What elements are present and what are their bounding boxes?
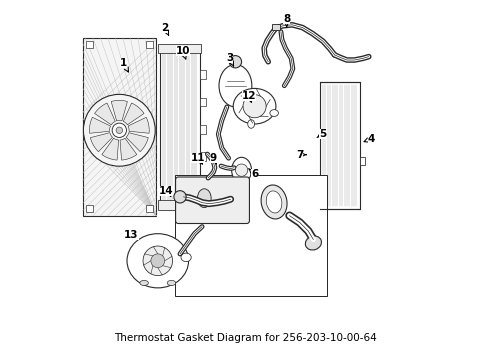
Ellipse shape [232, 157, 251, 183]
Circle shape [174, 191, 186, 203]
Ellipse shape [248, 120, 255, 128]
Text: 9: 9 [210, 153, 217, 164]
Text: 11: 11 [191, 153, 205, 164]
Circle shape [235, 164, 248, 176]
Bar [86, 205, 93, 212]
Circle shape [116, 127, 122, 134]
Circle shape [143, 246, 172, 275]
Ellipse shape [219, 64, 252, 107]
Bar [199, 70, 206, 79]
Bar [86, 41, 93, 48]
Text: 3: 3 [226, 53, 234, 66]
Polygon shape [126, 133, 148, 152]
FancyBboxPatch shape [82, 38, 156, 216]
Bar [272, 24, 280, 30]
Bar [146, 41, 153, 48]
Bar [199, 125, 206, 134]
Ellipse shape [167, 280, 176, 285]
Polygon shape [90, 133, 113, 152]
Ellipse shape [127, 234, 189, 288]
Ellipse shape [140, 280, 148, 285]
Text: 5: 5 [317, 129, 327, 139]
Bar [199, 98, 206, 106]
Polygon shape [102, 138, 119, 160]
Circle shape [229, 55, 242, 68]
Ellipse shape [305, 236, 321, 250]
Bar [199, 196, 207, 202]
Ellipse shape [197, 189, 211, 208]
Bar [146, 205, 153, 212]
Polygon shape [90, 117, 111, 133]
Bar [158, 44, 201, 53]
Text: 8: 8 [283, 14, 291, 27]
Text: 1: 1 [120, 58, 128, 72]
Ellipse shape [266, 191, 282, 213]
Text: 14: 14 [158, 186, 173, 196]
Bar [199, 180, 206, 188]
FancyBboxPatch shape [175, 177, 249, 224]
Polygon shape [128, 117, 149, 133]
Text: 6: 6 [249, 169, 258, 179]
Polygon shape [111, 100, 127, 121]
Circle shape [112, 123, 126, 138]
Bar [175, 175, 327, 296]
Bar [158, 200, 201, 210]
Text: 4: 4 [364, 134, 375, 144]
Polygon shape [120, 138, 137, 160]
Text: Thermostat Gasket Diagram for 256-203-10-00-64: Thermostat Gasket Diagram for 256-203-10… [114, 333, 376, 343]
Text: 2: 2 [161, 23, 169, 35]
Bar [360, 157, 365, 165]
Polygon shape [95, 103, 115, 125]
Text: 13: 13 [124, 230, 139, 240]
Ellipse shape [181, 253, 191, 262]
Circle shape [83, 94, 155, 166]
Text: 10: 10 [175, 46, 190, 59]
Bar [160, 45, 199, 209]
Text: 12: 12 [242, 91, 256, 102]
Bar [199, 152, 206, 161]
Ellipse shape [233, 89, 276, 124]
Circle shape [151, 254, 165, 268]
Ellipse shape [270, 110, 278, 117]
Circle shape [243, 95, 266, 118]
Text: 7: 7 [296, 150, 306, 160]
Bar [320, 82, 360, 209]
Polygon shape [123, 103, 144, 125]
Ellipse shape [261, 185, 287, 219]
